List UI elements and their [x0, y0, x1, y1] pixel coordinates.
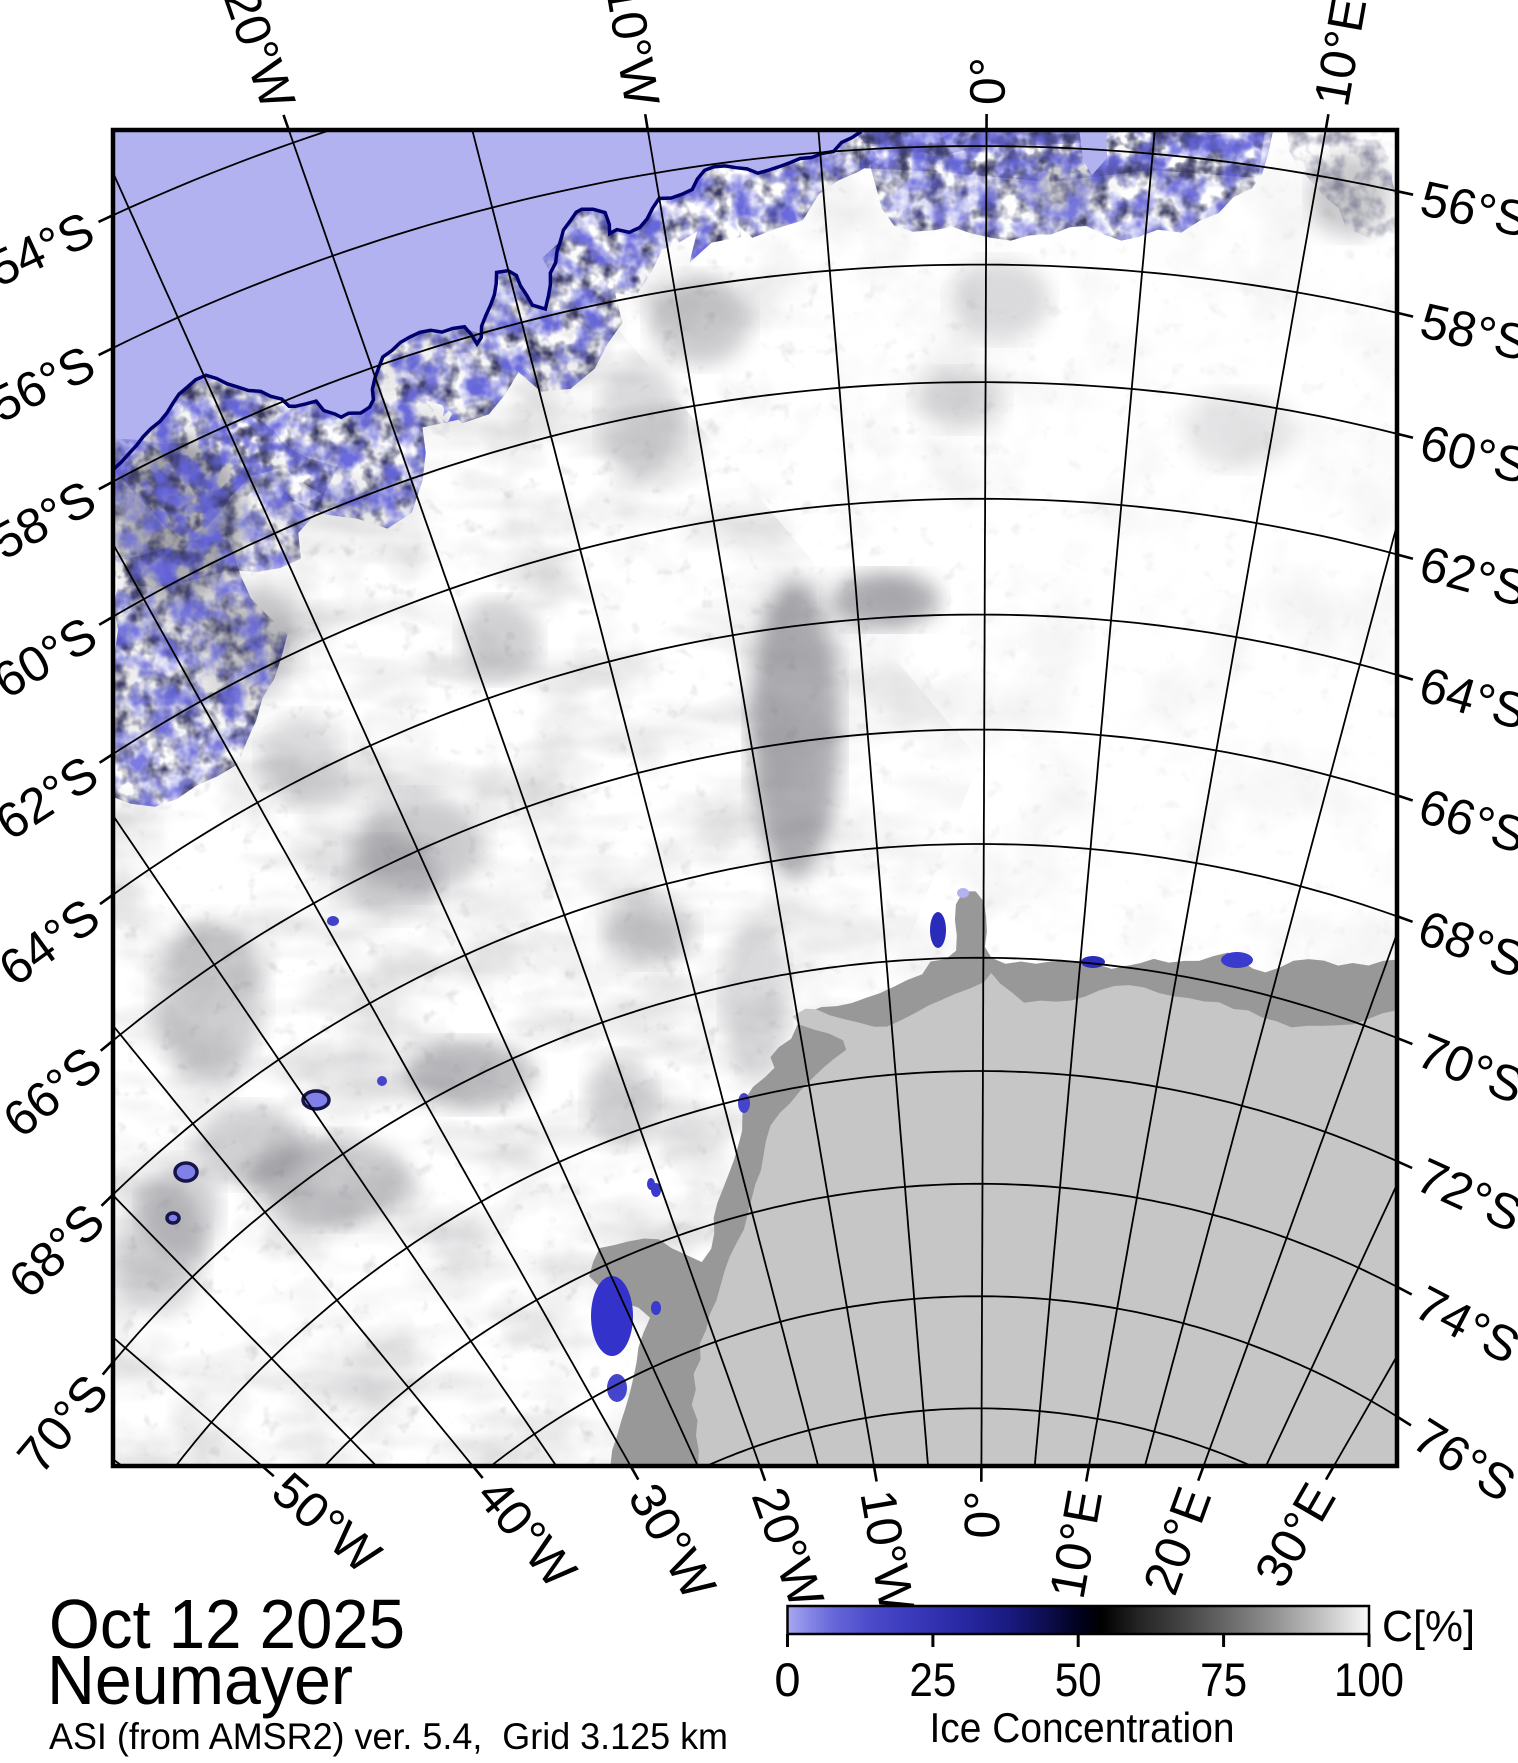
svg-text:25: 25: [909, 1653, 956, 1706]
svg-text:Neumayer: Neumayer: [47, 1641, 353, 1719]
svg-text:75: 75: [1200, 1653, 1247, 1706]
svg-text:ASI (from AMSR2) ver. 5.4, Gr: ASI (from AMSR2) ver. 5.4, Grid 3.125 km: [49, 1716, 728, 1757]
svg-text:100: 100: [1334, 1653, 1404, 1706]
svg-text:0°: 0°: [954, 1491, 1010, 1539]
svg-text:50: 50: [1055, 1653, 1102, 1706]
svg-text:0°: 0°: [960, 57, 1016, 105]
svg-text:0: 0: [774, 1653, 800, 1706]
svg-text:Oct 12 2025: Oct 12 2025: [49, 1585, 405, 1663]
svg-text:Ice Concentration: Ice Concentration: [930, 1704, 1235, 1751]
svg-text:C[%]: C[%]: [1382, 1602, 1475, 1651]
